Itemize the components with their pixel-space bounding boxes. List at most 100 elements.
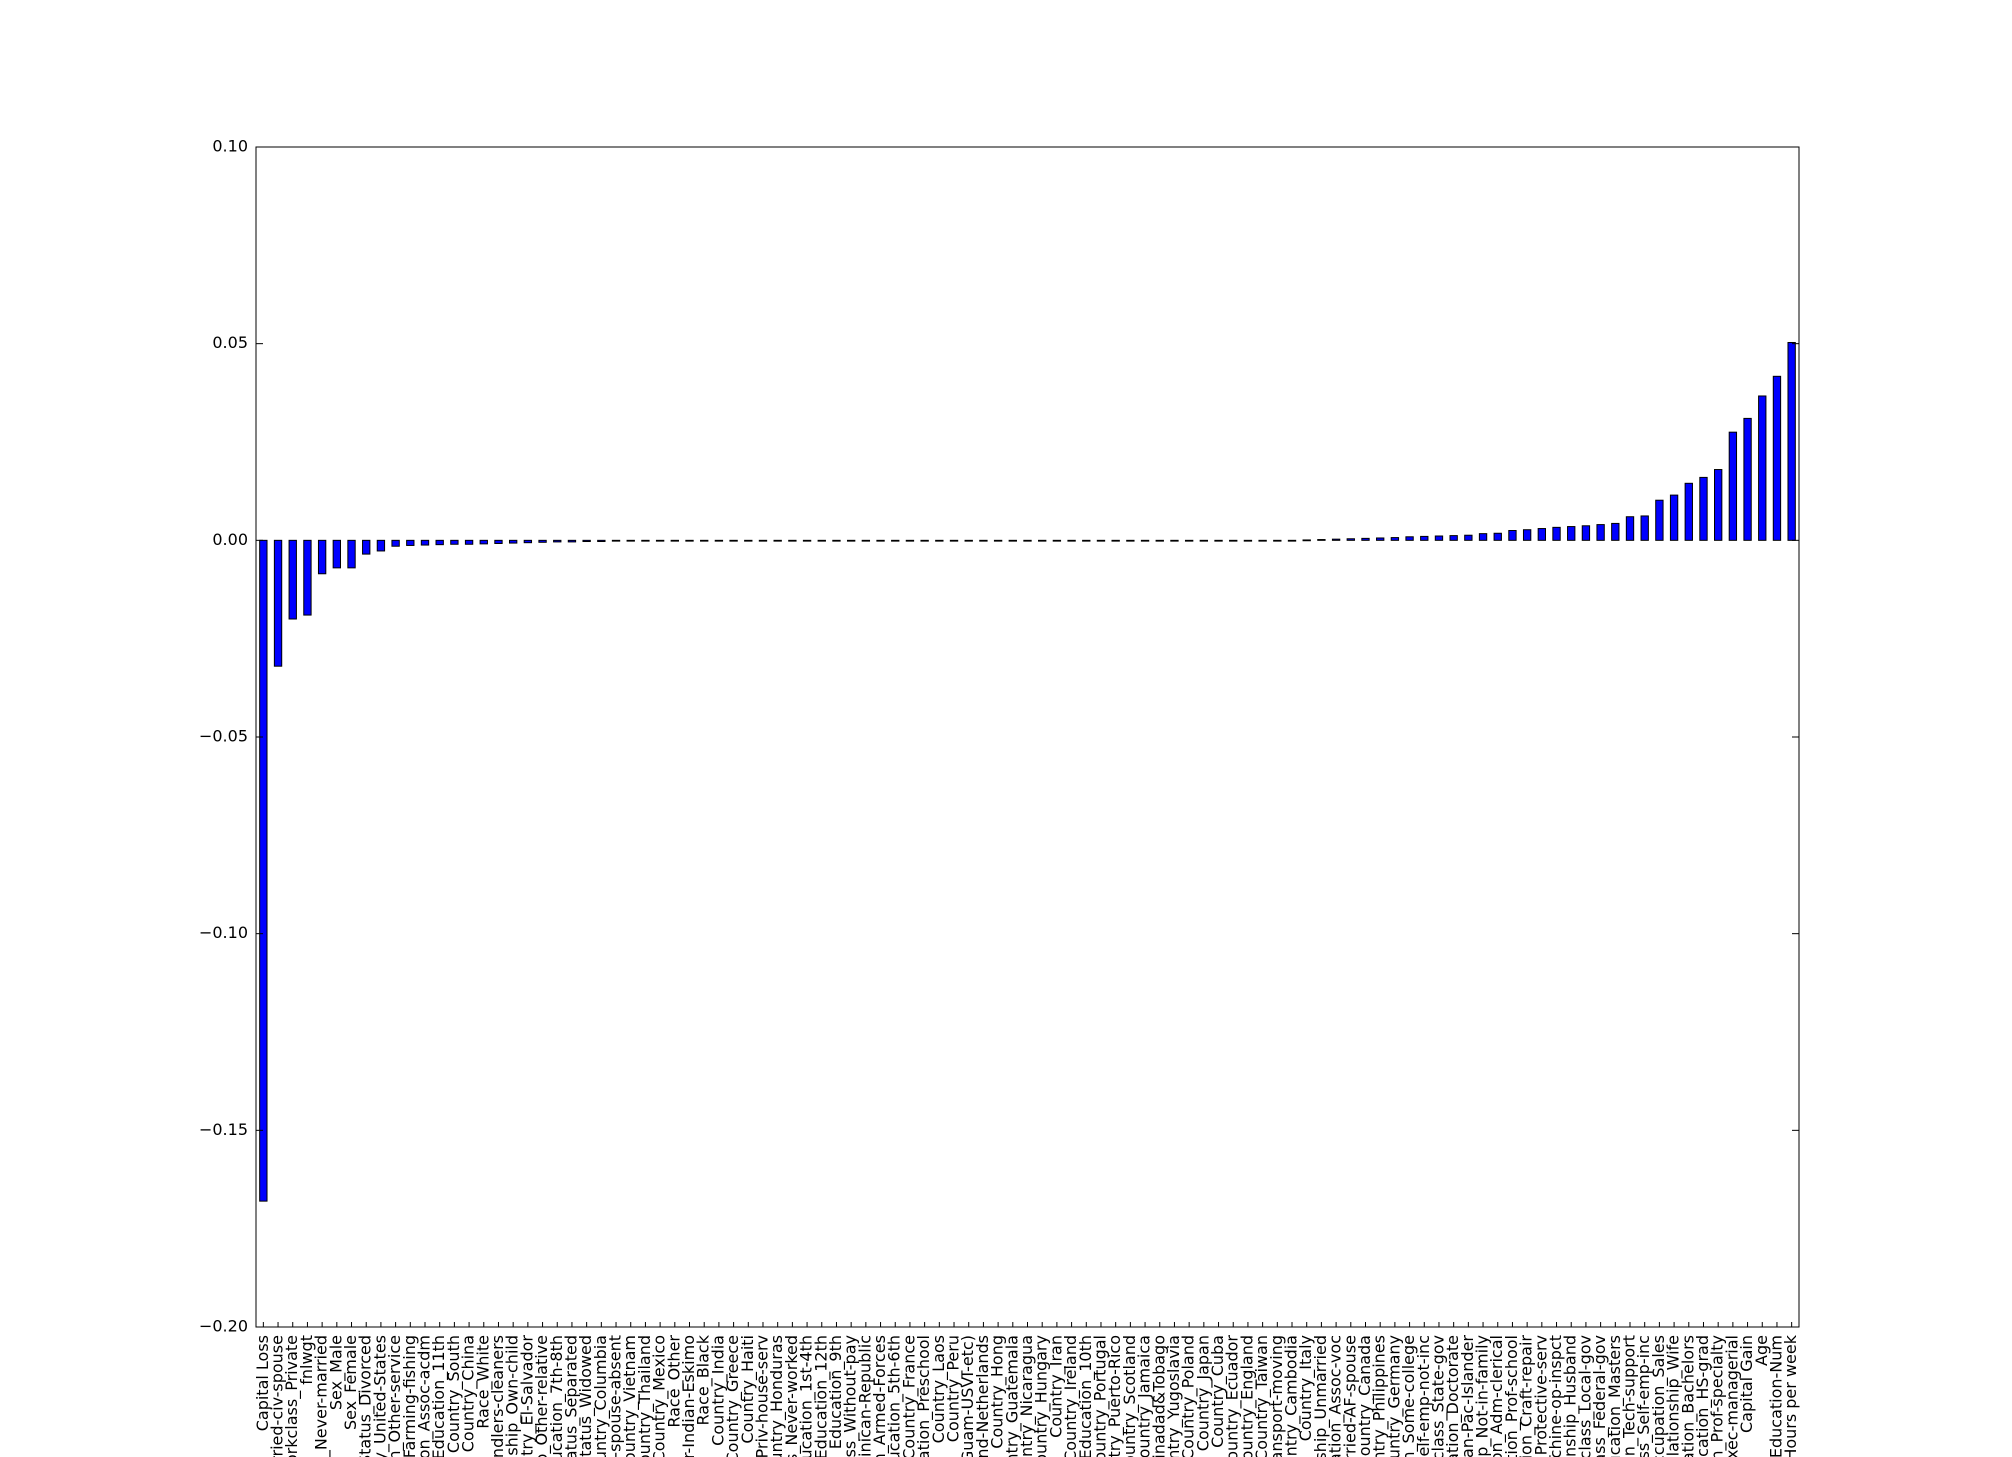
x-tick-label: Country_Poland bbox=[1179, 1335, 1199, 1457]
bar bbox=[1170, 539, 1179, 542]
x-tick-label: n_Armed-Forces bbox=[870, 1335, 890, 1457]
bar bbox=[949, 539, 959, 542]
bar bbox=[1714, 469, 1723, 541]
x-tick-label: Sex_Female bbox=[341, 1335, 361, 1430]
bar bbox=[464, 539, 474, 545]
x-tick-label: d-spouse-absent bbox=[606, 1335, 625, 1457]
x-tick-label: Country_Cuba bbox=[1208, 1335, 1228, 1448]
x-tick-label: ntry_Puerto-Rico bbox=[1105, 1335, 1125, 1457]
bar bbox=[1390, 537, 1400, 541]
x-tick-label: Race_White bbox=[473, 1335, 493, 1429]
bar bbox=[979, 539, 988, 542]
bar bbox=[1684, 482, 1693, 541]
x-tick-label: Race_Other bbox=[664, 1335, 684, 1428]
x-tick-label: p_Other-relative bbox=[532, 1335, 552, 1457]
x-tick-label: sian-Pac-Islander bbox=[1458, 1335, 1477, 1457]
bar bbox=[494, 539, 503, 544]
x-tick-label: Country_Ecuador bbox=[1223, 1335, 1243, 1457]
bar bbox=[1743, 417, 1752, 541]
x-tick-label: Country_Thailand bbox=[635, 1335, 655, 1457]
bar bbox=[1567, 526, 1576, 541]
bar bbox=[1067, 539, 1076, 542]
bar bbox=[273, 539, 283, 667]
y-tick-label: −0.10 bbox=[199, 923, 248, 942]
x-tick-label: kclass_State-gov bbox=[1428, 1335, 1448, 1457]
x-tick-label: Self-emp-not-inc bbox=[1414, 1335, 1433, 1457]
bar bbox=[1522, 529, 1532, 541]
x-tick-label: Country_South bbox=[444, 1335, 464, 1453]
bar bbox=[1111, 539, 1120, 542]
bar bbox=[420, 539, 430, 546]
x-tick-label: kclass_Local-gov bbox=[1575, 1335, 1595, 1457]
x-tick-label: ntry_El-Salvador bbox=[517, 1335, 537, 1457]
plot-frame bbox=[255, 146, 1800, 1328]
bar bbox=[729, 539, 738, 542]
bar bbox=[567, 539, 577, 543]
bar bbox=[1434, 535, 1444, 541]
bar bbox=[288, 539, 297, 620]
bar bbox=[655, 539, 665, 542]
x-tick-label: ducation_7th-8th bbox=[547, 1335, 567, 1457]
bar bbox=[758, 539, 768, 542]
x-tick-label: minican-Republic bbox=[855, 1335, 874, 1457]
x-tick-label: on_Other-service bbox=[385, 1335, 405, 1457]
y-tick-label: −0.05 bbox=[199, 727, 248, 746]
x-tick-label: Capital Loss bbox=[253, 1335, 272, 1431]
bar bbox=[714, 539, 724, 542]
x-tick-label: Status_Divorced bbox=[356, 1335, 376, 1457]
x-tick-label: Country_Italy bbox=[1296, 1335, 1316, 1441]
bar bbox=[435, 539, 444, 546]
x-tick-label: Country_Hong bbox=[988, 1335, 1008, 1449]
x-tick-label: ountry_Nicaragua bbox=[1017, 1335, 1037, 1457]
bar bbox=[1787, 341, 1796, 541]
x-tick-label: _Farming-fishing bbox=[400, 1335, 420, 1457]
x-tick-label: cation_Bachelors bbox=[1678, 1335, 1698, 1457]
bar bbox=[846, 539, 856, 542]
bar bbox=[347, 539, 356, 569]
bar bbox=[332, 539, 341, 569]
bar bbox=[876, 539, 885, 542]
x-tick-label: Occupation_Sales bbox=[1649, 1335, 1669, 1457]
x-tick-label: cation_Doctorate bbox=[1443, 1335, 1463, 1457]
y-tick-label: 0.10 bbox=[212, 137, 248, 156]
x-tick-label: Country_Canada bbox=[1355, 1335, 1375, 1457]
x-tick-label: Age bbox=[1752, 1335, 1771, 1366]
x-tick-label: Country_Jamaica bbox=[1135, 1335, 1155, 1457]
bar bbox=[626, 539, 635, 542]
x-tick-label: Hours per week bbox=[1781, 1334, 1800, 1457]
bar bbox=[788, 539, 797, 542]
x-tick-label: Country_China bbox=[459, 1335, 479, 1452]
bar bbox=[1243, 539, 1253, 542]
bar bbox=[303, 539, 312, 616]
bar bbox=[1302, 539, 1311, 542]
x-tick-label: Status_Separated bbox=[561, 1335, 581, 1457]
x-tick-label: ountry_Cambodia bbox=[1282, 1335, 1302, 1457]
bar bbox=[1273, 539, 1282, 542]
bar bbox=[1728, 431, 1738, 541]
bar bbox=[1611, 522, 1620, 541]
x-tick-label: Capital Gain bbox=[1737, 1335, 1756, 1433]
bar bbox=[376, 539, 386, 552]
bar bbox=[1669, 494, 1679, 541]
x-tick-label: fnlwgt bbox=[297, 1335, 316, 1385]
x-tick-label: Transport-moving bbox=[1267, 1335, 1286, 1457]
x-tick-label: Education-Num bbox=[1766, 1335, 1785, 1457]
x-tick-label: Country_Scotland bbox=[1120, 1335, 1140, 1457]
bar bbox=[964, 539, 973, 542]
bar bbox=[1449, 535, 1458, 541]
x-tick-label: Country_Vietnam bbox=[620, 1335, 640, 1457]
x-tick-label: ation_Prof-school bbox=[1502, 1335, 1522, 1457]
bar bbox=[1581, 525, 1591, 541]
bar bbox=[1772, 375, 1782, 541]
x-tick-label: Education_12th bbox=[811, 1335, 831, 1457]
bar bbox=[611, 539, 621, 542]
x-tick-label: ountry_Columbia bbox=[591, 1335, 611, 1457]
bar bbox=[391, 539, 400, 547]
x-tick-label: Education_10th bbox=[1076, 1335, 1096, 1457]
bar bbox=[538, 539, 547, 543]
x-tick-label: Country_Peru bbox=[944, 1335, 964, 1442]
bar bbox=[1317, 539, 1326, 541]
x-tick-label: achine-op-inspct bbox=[1546, 1335, 1565, 1457]
x-tick-label: ducation_5th-6th bbox=[885, 1335, 905, 1457]
